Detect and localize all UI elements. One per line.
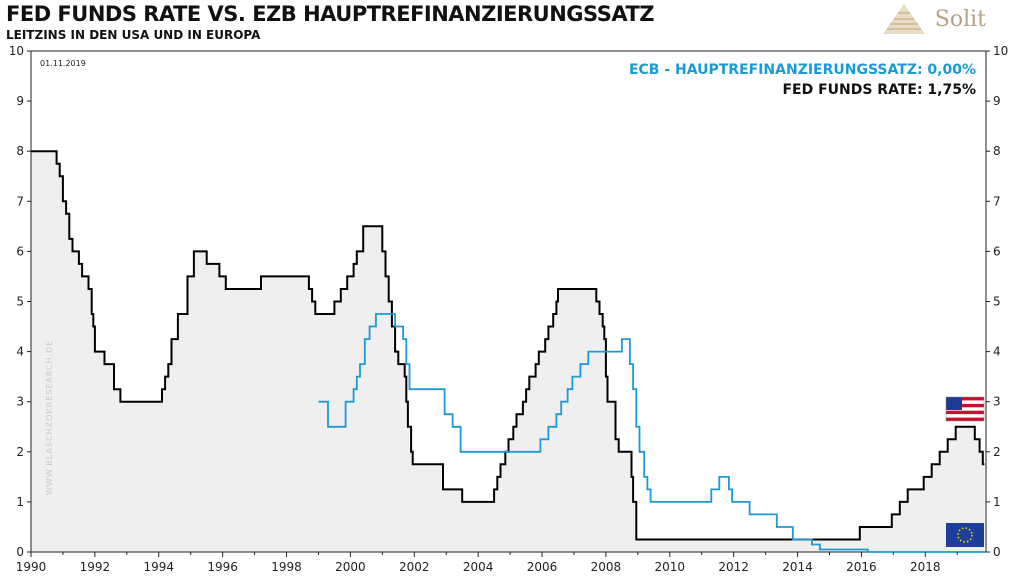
legend-fed: FED FUNDS RATE: 1,75% — [782, 82, 976, 98]
y-tick-label-right: 1 — [993, 495, 1001, 509]
date-label: 01.11.2019 — [40, 59, 86, 68]
y-tick-label-right: 0 — [993, 545, 1001, 559]
axis-ticks: 0 0 1 1 2 2 3 3 4 4 5 5 6 6 7 7 8 8 9 9 10 10 1990 1992 1994 1996… — [9, 44, 1009, 574]
y-tick-label-right: 3 — [993, 395, 1001, 409]
y-tick-label-left: 10 — [9, 44, 24, 58]
eu-flag-icon — [946, 523, 984, 547]
x-tick-label: 2010 — [655, 560, 686, 574]
fed-funds-line — [31, 150, 985, 541]
ecb-rate-line — [318, 313, 985, 553]
x-tick-label: 2008 — [591, 560, 622, 574]
y-tick-label-left: 4 — [16, 345, 24, 359]
x-tick-label: 2014 — [782, 560, 813, 574]
x-tick-label: 1994 — [143, 560, 174, 574]
logo-text: Solit — [934, 6, 986, 32]
fed-area — [31, 151, 985, 552]
y-tick-label-right: 4 — [993, 345, 1001, 359]
y-tick-label-left: 3 — [16, 395, 24, 409]
y-tick-label-right: 8 — [993, 144, 1001, 158]
x-tick-label: 1998 — [271, 560, 302, 574]
chart-subtitle: LEITZINS IN DEN USA UND IN EUROPA — [6, 28, 261, 42]
y-tick-label-left: 1 — [16, 495, 24, 509]
solit-logo: Solit — [881, 2, 986, 36]
fed-area-fill — [31, 151, 985, 552]
x-tick-label: 2018 — [910, 560, 941, 574]
y-tick-label-left: 6 — [16, 244, 24, 258]
y-tick-label-left: 7 — [16, 194, 24, 208]
x-tick-label: 1996 — [207, 560, 238, 574]
y-tick-label-left: 2 — [16, 445, 24, 459]
x-tick-label: 2002 — [399, 560, 430, 574]
series-lines — [31, 150, 985, 553]
y-tick-label-right: 6 — [993, 244, 1001, 258]
chart-title: FED FUNDS RATE VS. EZB HAUPTREFINANZIERU… — [6, 2, 655, 26]
y-tick-label-left: 9 — [16, 94, 24, 108]
y-tick-label-left: 8 — [16, 144, 24, 158]
x-tick-label: 1992 — [80, 560, 111, 574]
x-tick-label: 2000 — [335, 560, 366, 574]
x-tick-label: 2004 — [463, 560, 494, 574]
us-flag-icon — [945, 396, 985, 422]
x-tick-label: 2012 — [718, 560, 749, 574]
x-tick-label: 2016 — [846, 560, 877, 574]
y-tick-label-left: 0 — [16, 545, 24, 559]
pyramid-logo-icon — [882, 4, 925, 34]
y-tick-label-right: 5 — [993, 295, 1001, 309]
x-tick-label: 1990 — [16, 560, 47, 574]
y-tick-label-right: 10 — [993, 44, 1008, 58]
y-tick-label-right: 7 — [993, 194, 1001, 208]
y-tick-label-left: 5 — [16, 295, 24, 309]
watermark: WWW.BLASCHZOKRESEARCH.DE — [45, 340, 54, 495]
y-tick-label-right: 9 — [993, 94, 1001, 108]
y-tick-label-right: 2 — [993, 445, 1001, 459]
x-tick-label: 2006 — [527, 560, 558, 574]
legend-ecb: ECB - HAUPTREFINANZIERUNGSSATZ: 0,00% — [629, 62, 976, 78]
